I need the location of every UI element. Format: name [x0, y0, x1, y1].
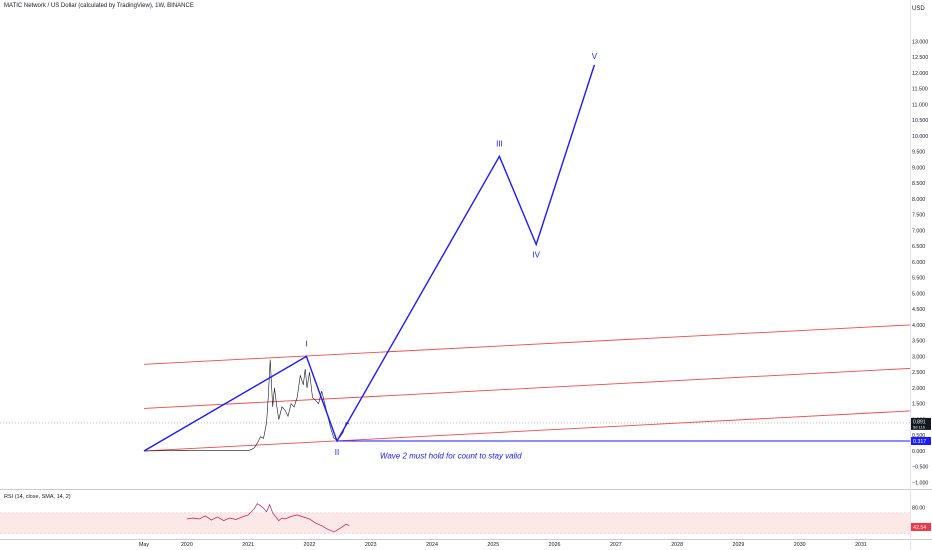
y-tick-label: 7.000: [912, 228, 925, 234]
wave-label: I: [305, 339, 307, 348]
x-tick-label: 2025: [487, 542, 499, 548]
y-tick-label: 2.500: [912, 370, 925, 376]
y-tick-label: 6.000: [912, 260, 925, 266]
price-series-line: [143, 359, 350, 452]
y-tick-label: 4.000: [912, 323, 925, 329]
y-tick-label: 3.500: [912, 339, 925, 345]
y-tick-label: −0.500: [912, 465, 928, 471]
wave-count-line: [143, 64, 596, 452]
y-tick-label: 7.500: [912, 213, 925, 219]
y-tick-label: 0.500: [912, 433, 925, 439]
y-tick-label: 4.500: [912, 307, 925, 313]
currency-label: USD: [912, 6, 925, 12]
x-tick-label: 2031: [855, 542, 867, 548]
y-tick-label: 9.500: [912, 150, 925, 156]
x-tick-label: 2030: [794, 542, 806, 548]
countdown-label: 5d 11h: [913, 424, 925, 429]
y-tick-label: 11.000: [912, 102, 928, 108]
rsi-line: [186, 503, 350, 533]
x-tick-label: 2024: [426, 542, 438, 548]
rsi-current-label: 42.54: [913, 525, 926, 531]
wave-label: III: [496, 139, 503, 148]
x-tick-label: 2023: [365, 542, 377, 548]
rsi-title: RSI (14, close, SMA, 14, 2): [4, 494, 71, 500]
support-tag: [911, 436, 931, 445]
y-tick-label: 8.000: [912, 197, 925, 203]
y-tick-label: 8.500: [912, 181, 925, 187]
channel-line: [143, 410, 911, 452]
annotation-text: Wave 2 must hold for count to stay valid: [380, 452, 522, 461]
channel-line: [143, 367, 911, 409]
wave-label: II: [335, 448, 339, 457]
x-tick-label: 2026: [549, 542, 561, 548]
y-tick-label: 11.500: [912, 87, 928, 93]
y-tick-label: −1.000: [912, 481, 928, 487]
y-tick-label: 6.500: [912, 244, 925, 250]
y-tick-label: 9.000: [912, 165, 925, 171]
wave-label: V: [592, 52, 598, 61]
channel-line: [143, 324, 911, 365]
y-tick-label: 5.000: [912, 291, 925, 297]
x-tick-label: 2020: [181, 542, 193, 548]
y-tick-label: 0.000: [912, 449, 925, 455]
y-tick-label: 2.000: [912, 386, 925, 392]
y-tick-label: 5.500: [912, 276, 925, 282]
y-tick-label: 1.500: [912, 402, 925, 408]
x-tick-label: 2029: [733, 542, 745, 548]
rsi-tick-label: 80.00: [912, 506, 925, 512]
rsi-current-tag: [911, 522, 931, 531]
rsi-band: [0, 512, 910, 534]
x-tick-label: 2021: [242, 542, 254, 548]
x-tick-label: 2022: [304, 542, 316, 548]
current-price-tag: [911, 417, 931, 430]
support-label: 0.317: [913, 439, 926, 445]
y-tick-label: 12.000: [912, 71, 928, 77]
y-tick-label: 3.000: [912, 354, 925, 360]
y-tick-label: 10.500: [912, 118, 928, 124]
current-price-label: 0.891: [913, 419, 926, 425]
x-tick-label: 2028: [671, 542, 683, 548]
y-tick-label: 13.000: [912, 39, 928, 45]
wave-label: IV: [532, 251, 540, 260]
y-tick-label: 10.000: [912, 134, 928, 140]
chart-title: MATIC Network / US Dollar (calculated by…: [4, 3, 194, 9]
x-tick-label: May: [139, 542, 149, 548]
y-tick-label: 12.500: [912, 55, 928, 61]
x-tick-label: 2027: [610, 542, 622, 548]
